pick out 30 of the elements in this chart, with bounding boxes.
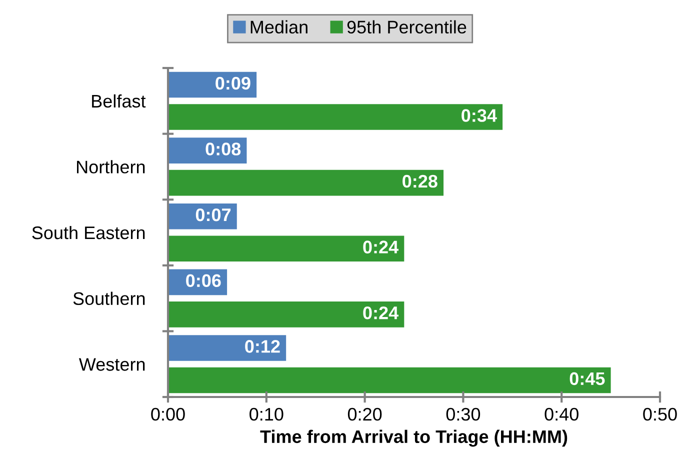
x-tick-label: 0:00 (151, 408, 185, 421)
y-tick-label: Belfast (92, 94, 146, 108)
y-tick-label: South Eastern (32, 226, 145, 240)
data-label: 0:06 (186, 274, 221, 288)
data-label: 0:09 (216, 76, 250, 90)
bar (168, 170, 444, 196)
x-tick-label: 0:50 (643, 408, 677, 421)
data-label: 0:24 (363, 306, 399, 320)
x-tick-label: 0:20 (348, 408, 382, 421)
data-label: 0:08 (206, 142, 241, 156)
x-tick-label: 0:40 (544, 408, 578, 421)
bar (168, 335, 286, 361)
data-label: 0:45 (570, 372, 605, 386)
bar (168, 302, 404, 328)
legend-label: Median (250, 20, 308, 34)
legend-label: 95th Percentile (347, 20, 466, 34)
y-tick-label: Northern (77, 160, 145, 174)
data-label: 0:28 (402, 174, 438, 188)
bar (168, 236, 404, 262)
bar (168, 104, 503, 130)
data-label: 0:34 (462, 109, 497, 122)
data-label: 0:24 (363, 240, 399, 254)
x-tick-label: 0:30 (446, 408, 480, 421)
y-tick-label: Western (78, 358, 145, 371)
data-label: 0:12 (245, 340, 280, 353)
data-label: 0:07 (196, 208, 231, 222)
bar (168, 367, 611, 394)
y-tick-label: Southern (73, 292, 145, 306)
x-axis-title: Time from Arrival to Triage (HH:MM) (260, 430, 568, 447)
x-tick-label: 0:10 (250, 408, 284, 421)
